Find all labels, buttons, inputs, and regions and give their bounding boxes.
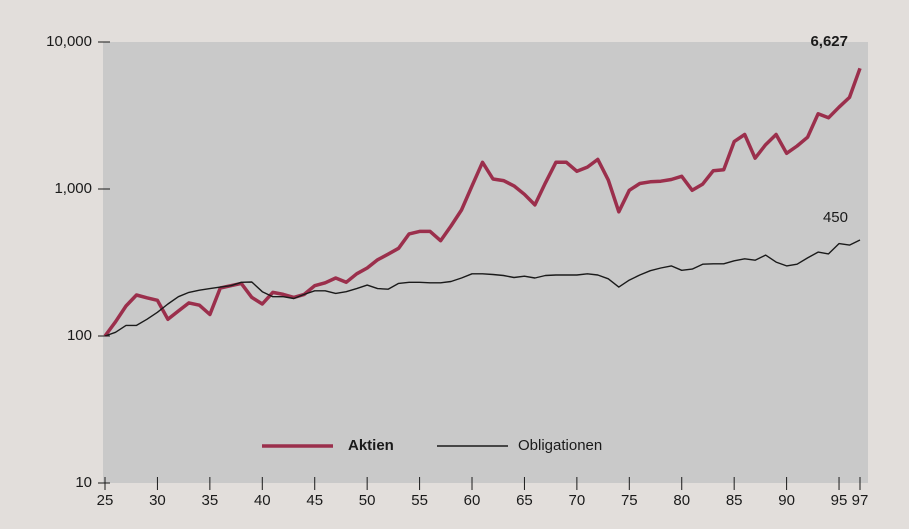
y-tick-label: 10: [75, 474, 92, 491]
x-tick-label: 65: [516, 492, 533, 509]
x-tick-label: 25: [97, 492, 114, 509]
x-tick-label: 40: [254, 492, 271, 509]
x-tick-label: 50: [359, 492, 376, 509]
y-tick-label: 10,000: [46, 33, 92, 50]
y-tick-label: 1,000: [54, 180, 92, 197]
x-tick-label: 97: [852, 492, 869, 509]
annotation: 450: [823, 209, 848, 226]
x-tick-label: 85: [726, 492, 743, 509]
annotation: 6,627: [810, 33, 848, 50]
x-tick-label: 90: [778, 492, 795, 509]
x-tick-label: 80: [673, 492, 690, 509]
legend-label: Aktien: [348, 437, 394, 454]
y-tick-label: 100: [67, 327, 92, 344]
x-tick-label: 70: [569, 492, 586, 509]
x-tick-label: 30: [149, 492, 166, 509]
x-tick-label: 55: [411, 492, 428, 509]
x-tick-label: 60: [464, 492, 481, 509]
x-tick-label: 95: [831, 492, 848, 509]
plot-area: [103, 42, 868, 483]
x-tick-label: 45: [306, 492, 323, 509]
legend-label: Obligationen: [518, 437, 602, 454]
series-line: [104, 239, 861, 337]
x-tick-label: 35: [202, 492, 219, 509]
x-tick-label: 75: [621, 492, 638, 509]
